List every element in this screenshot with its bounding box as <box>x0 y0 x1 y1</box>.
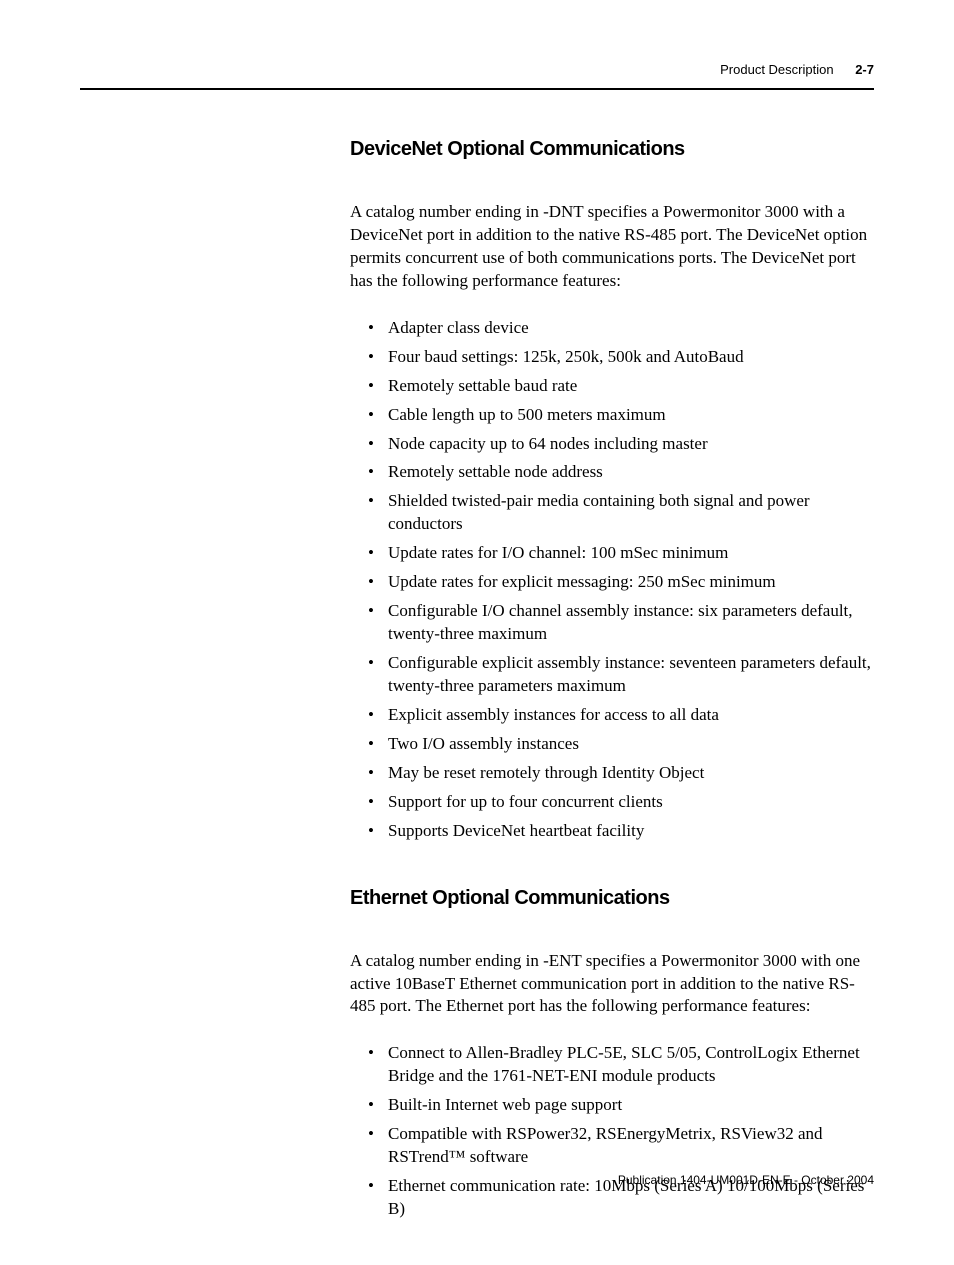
page-footer: Publication 1404-UM001D-EN-E - October 2… <box>618 1173 874 1187</box>
list-item: Adapter class device <box>378 317 874 340</box>
header-section-name: Product Description <box>720 62 833 77</box>
list-item: Cable length up to 500 meters maximum <box>378 404 874 427</box>
list-item: Connect to Allen-Bradley PLC-5E, SLC 5/0… <box>378 1042 874 1088</box>
list-item: Two I/O assembly instances <box>378 733 874 756</box>
list-item: Configurable explicit assembly instance:… <box>378 652 874 698</box>
section1-paragraph: A catalog number ending in -DNT specifie… <box>350 201 874 293</box>
list-item: Configurable I/O channel assembly instan… <box>378 600 874 646</box>
list-item: Update rates for I/O channel: 100 mSec m… <box>378 542 874 565</box>
list-item: Built-in Internet web page support <box>378 1094 874 1117</box>
section2-paragraph: A catalog number ending in -ENT specifie… <box>350 950 874 1019</box>
section2: Ethernet Optional Communications A catal… <box>350 887 874 1221</box>
section1-bullet-list: Adapter class device Four baud settings:… <box>350 317 874 843</box>
list-item: Explicit assembly instances for access t… <box>378 704 874 727</box>
list-item: Compatible with RSPower32, RSEnergyMetri… <box>378 1123 874 1169</box>
section2-bullet-list: Connect to Allen-Bradley PLC-5E, SLC 5/0… <box>350 1042 874 1221</box>
section2-heading: Ethernet Optional Communications <box>350 887 874 910</box>
page-header: Product Description 2-7 <box>720 62 874 77</box>
header-rule <box>80 88 874 90</box>
page-content: DeviceNet Optional Communications A cata… <box>350 138 874 1265</box>
list-item: Update rates for explicit messaging: 250… <box>378 571 874 594</box>
list-item: Supports DeviceNet heartbeat facility <box>378 820 874 843</box>
section1-heading: DeviceNet Optional Communications <box>350 138 874 161</box>
list-item: Remotely settable baud rate <box>378 375 874 398</box>
list-item: Shielded twisted-pair media containing b… <box>378 490 874 536</box>
list-item: May be reset remotely through Identity O… <box>378 762 874 785</box>
header-page-number: 2-7 <box>855 62 874 77</box>
list-item: Remotely settable node address <box>378 461 874 484</box>
list-item: Node capacity up to 64 nodes including m… <box>378 433 874 456</box>
list-item: Support for up to four concurrent client… <box>378 791 874 814</box>
publication-info: Publication 1404-UM001D-EN-E - October 2… <box>618 1173 874 1187</box>
list-item: Four baud settings: 125k, 250k, 500k and… <box>378 346 874 369</box>
